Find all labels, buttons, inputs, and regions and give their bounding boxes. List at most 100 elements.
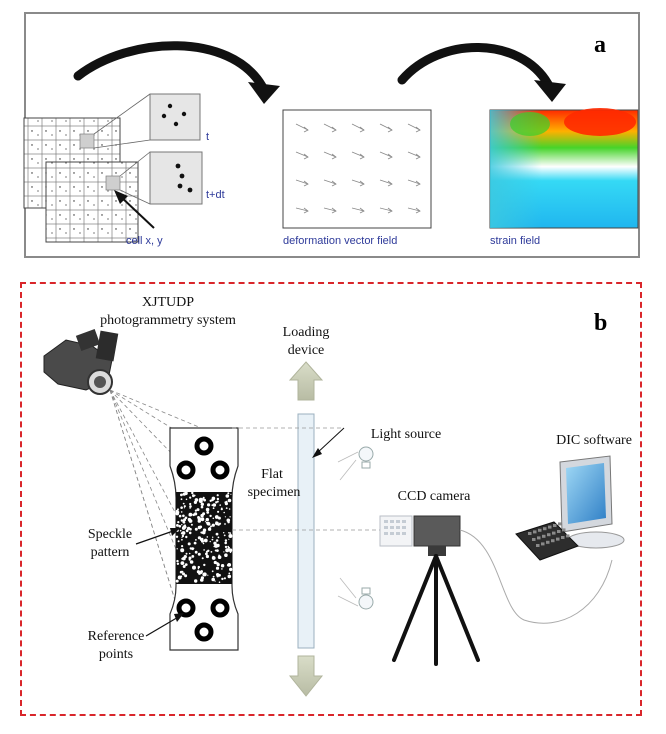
speckle-dot [224, 516, 226, 518]
speckle-dot [194, 494, 196, 497]
speckle-dot [201, 557, 204, 560]
speckle-dot [197, 568, 200, 570]
speckle-dot [203, 498, 207, 502]
speckle-dot [189, 560, 194, 564]
cell-pointer-arrow [114, 190, 155, 229]
speckle-dot [197, 516, 200, 519]
keyboard-key [548, 525, 552, 529]
keyboard-key [561, 536, 565, 539]
speckle-dot [176, 524, 179, 527]
speckle-dot [189, 527, 192, 531]
speckle-dot [217, 555, 222, 559]
reference-points [176, 436, 230, 642]
vector-arrowhead [331, 180, 337, 187]
speckle-dot [177, 511, 180, 514]
vector-arrow [323, 123, 337, 131]
vector-arrowhead [415, 207, 421, 214]
speckle-dot [207, 574, 209, 576]
speckle-dot [212, 575, 215, 578]
speckle-dot [219, 504, 221, 506]
speckle-dot [192, 565, 196, 570]
speckle-dot [212, 517, 215, 520]
speckle-dot [197, 525, 202, 530]
deformation-vector-field [282, 109, 432, 229]
speckle-dot [213, 541, 217, 545]
strain-field [489, 108, 639, 229]
speckle-dot [189, 496, 192, 499]
speckle-dot [194, 498, 199, 502]
speckle-dot [205, 552, 208, 556]
vector-arrow [407, 179, 421, 185]
vector-arrow [379, 207, 393, 212]
speckle-dot [224, 541, 227, 545]
vector-arrowhead [331, 153, 337, 160]
speckle-dot [189, 502, 192, 506]
speckle-dot [229, 516, 231, 518]
speckle-dot [180, 548, 185, 553]
zoom-box-t [149, 93, 201, 141]
specimen-dash-lines [232, 427, 382, 531]
keyboard-key [547, 533, 551, 537]
speckle-pattern-area [176, 492, 232, 584]
label-deformation: deformation vector field [283, 235, 397, 247]
label-flat-line1: Flat [261, 467, 283, 482]
speckle-dot [192, 494, 195, 498]
speckle-dot [224, 553, 228, 557]
flat-specimen-bar [297, 413, 315, 649]
vector-arrow [323, 151, 337, 158]
speckle-dot [225, 507, 228, 509]
vector-arrowhead [331, 207, 337, 214]
label-reference-line1: Reference [88, 629, 145, 644]
vector-arrowhead [303, 126, 309, 133]
keyboard-key [543, 527, 547, 531]
speckle-dot [215, 532, 219, 536]
speckle-dot [211, 570, 214, 573]
speckle-dot [197, 565, 200, 569]
loading-arrow-up [288, 361, 324, 401]
speckle-dot [214, 515, 219, 519]
speckle-dot [223, 511, 225, 514]
speckle-dot [177, 540, 180, 543]
curved-arrow-1 [73, 41, 280, 104]
speckle-dot [224, 545, 228, 549]
curved-arrow-2 [397, 43, 566, 102]
speckle-dot [223, 551, 225, 553]
speckle-dot [209, 499, 212, 502]
speckle-dot [203, 549, 205, 551]
speckle-dot [216, 543, 220, 548]
speckle-pointer-arrow [135, 528, 180, 545]
speckle-dot [201, 570, 203, 572]
keyboard-key [541, 542, 545, 546]
speckle-dot [175, 579, 179, 583]
speckle-dot [193, 500, 197, 504]
speckle-dot [220, 564, 225, 568]
speckle-dot [216, 494, 219, 497]
speckle-dot [228, 534, 233, 538]
speckle-dot [200, 576, 204, 580]
speckle-dot [228, 572, 231, 575]
speckle-dot [211, 577, 215, 582]
speckle-dot [195, 539, 197, 541]
zoom-lines [93, 93, 151, 205]
speckle-dot [230, 493, 232, 495]
speckle-dot [180, 506, 183, 510]
speckle-dot [181, 538, 183, 541]
vector-arrowhead [415, 153, 421, 160]
speckle-dot [185, 552, 188, 555]
speckle-dot [207, 503, 211, 507]
speckle-dot [223, 532, 225, 534]
label-loading-line1: Loading [283, 325, 330, 340]
speckle-dot [198, 497, 203, 502]
speckle-dot [181, 545, 184, 548]
speckle-dot [214, 549, 217, 552]
label-ccd-camera: CCD camera [398, 489, 471, 504]
speckle-dot [207, 527, 212, 531]
keyboard-key [553, 524, 557, 527]
speckle-dot [196, 508, 200, 512]
speckle-dot [190, 523, 193, 526]
speckle-dot [182, 492, 186, 496]
speckle-dot [226, 518, 231, 523]
speckle-dot [201, 531, 204, 534]
speckle-dot [217, 510, 220, 513]
